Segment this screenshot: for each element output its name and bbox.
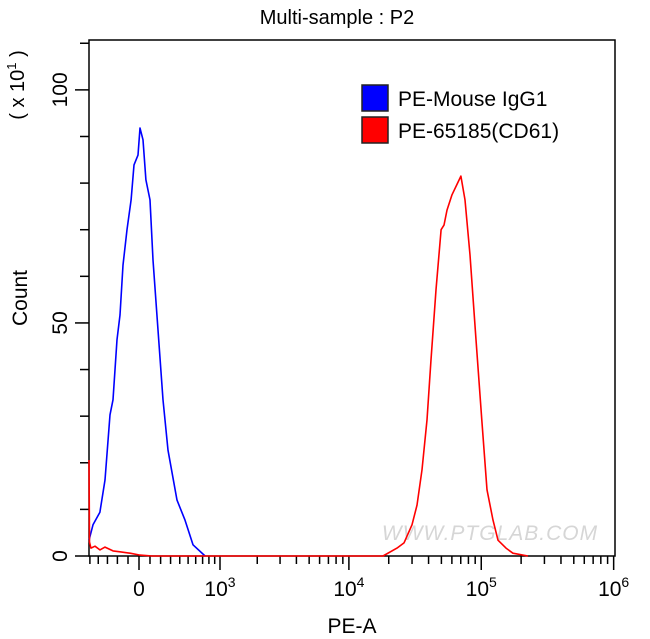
x-tick-label-base: 10 <box>204 578 227 601</box>
x-tick-label-base: 0 <box>133 578 145 601</box>
series-group <box>88 127 529 557</box>
series-line-1 <box>88 127 206 557</box>
x-tick-label-exp: 3 <box>228 574 236 590</box>
y-multiplier-exp: 1 <box>4 62 19 69</box>
watermark: WWW.PTGLAB.COM <box>382 522 598 545</box>
y-axis-label: Count <box>9 270 32 326</box>
legend-swatch <box>361 116 389 144</box>
plot-frame <box>88 39 616 557</box>
x-tick-label: 104 <box>333 574 364 601</box>
y-axis: 0 50 100 <box>49 42 89 562</box>
x-tick-label: 106 <box>598 574 629 601</box>
x-tick-label-base: 10 <box>598 578 621 601</box>
series-line-2 <box>88 175 529 557</box>
x-tick-label-base: 10 <box>333 578 356 601</box>
y-multiplier-close: ) <box>7 50 29 62</box>
x-tick-label-base: 10 <box>466 578 489 601</box>
x-tick-label-exp: 5 <box>489 574 497 590</box>
legend-label: PE-65185(CD61) <box>398 120 559 143</box>
x-tick-label: 0 <box>133 578 145 601</box>
legend-label: PE-Mouse IgG1 <box>398 88 547 111</box>
x-axis-label: PE-A <box>327 615 376 638</box>
x-tick-label: 103 <box>204 574 235 601</box>
chart-title: Multi-sample : P2 <box>260 7 415 29</box>
y-tick-label: 100 <box>49 72 72 107</box>
legend: PE-Mouse IgG1 PE-65185(CD61) <box>361 84 559 144</box>
x-tick-label-exp: 4 <box>357 574 365 590</box>
x-axis: 0 103 104 105 106 <box>89 556 629 601</box>
x-tick-label-exp: 6 <box>621 574 629 590</box>
y-multiplier: ( x 101 ) <box>4 50 29 119</box>
y-multiplier-base: ( x 10 <box>7 70 29 120</box>
y-tick-label: 0 <box>49 550 72 562</box>
x-tick-label: 105 <box>466 574 497 601</box>
y-tick-label: 50 <box>49 311 72 334</box>
legend-swatch <box>361 84 389 112</box>
